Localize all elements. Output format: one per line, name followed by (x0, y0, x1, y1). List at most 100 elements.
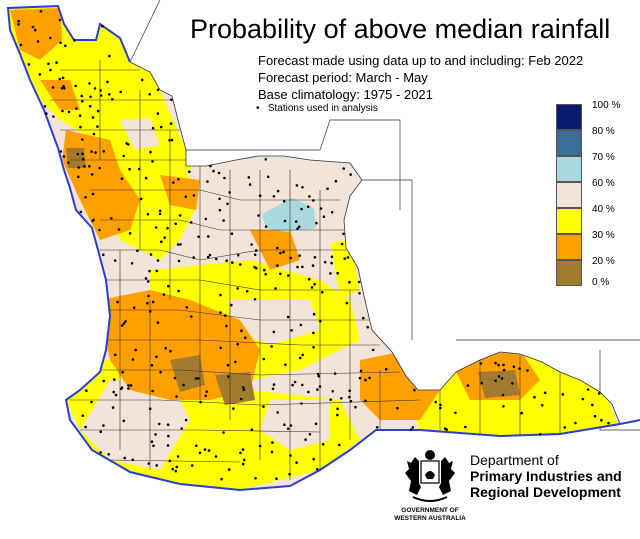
station-dot (296, 227, 299, 231)
station-dot (51, 86, 55, 89)
station-dot (108, 54, 111, 58)
station-dot (58, 18, 62, 22)
station-dot (132, 306, 136, 310)
station-dot (219, 346, 222, 350)
station-dot (218, 197, 221, 201)
station-dot (354, 405, 357, 409)
station-dot (91, 116, 95, 119)
station-dot (77, 166, 80, 169)
station-dot (101, 24, 104, 28)
station-dot (198, 451, 202, 455)
station-dot (62, 155, 66, 158)
station-dot (295, 461, 298, 464)
station-dot (154, 226, 158, 229)
station-dot (293, 380, 297, 384)
station-dot (192, 194, 196, 197)
station-dot (88, 104, 92, 108)
station-dot (349, 399, 353, 403)
station-dot (330, 211, 334, 214)
station-dot (204, 394, 207, 398)
station-dot (207, 449, 211, 452)
station-dot (129, 384, 133, 387)
legend-label: 70 % (592, 152, 615, 163)
station-dot (128, 167, 131, 171)
station-dot (333, 372, 337, 375)
station-dot (313, 282, 316, 286)
station-dot (148, 269, 151, 273)
station-dot (346, 256, 350, 259)
station-dot (96, 109, 100, 113)
station-dot (79, 125, 82, 129)
station-dot (502, 363, 505, 367)
station-dot (591, 403, 594, 407)
zone-70-percent (262, 198, 316, 232)
stations-note-label: Stations used in analysis (267, 103, 378, 114)
station-dot (308, 433, 312, 436)
station-dot (215, 257, 218, 261)
government-line-1: GOVERNMENT OF (401, 507, 459, 514)
station-dot (167, 284, 170, 288)
station-dot (120, 324, 124, 327)
station-dot (177, 259, 181, 263)
station-dot (123, 456, 126, 460)
station-dot (59, 150, 63, 153)
station-dot (138, 167, 141, 171)
station-dot (150, 440, 154, 444)
station-dot (409, 428, 413, 431)
station-dot (117, 228, 121, 231)
station-dot (334, 179, 338, 183)
station-dot (241, 386, 245, 389)
station-dot (170, 138, 174, 142)
station-dot (294, 220, 298, 223)
station-dot (19, 43, 23, 47)
station-dot (329, 272, 332, 275)
station-dot (195, 444, 198, 448)
station-dot (172, 181, 175, 184)
station-dot (597, 392, 601, 395)
station-dot (131, 358, 135, 361)
station-dot (247, 176, 251, 179)
station-dot (155, 355, 158, 359)
station-dot (78, 114, 82, 117)
legend-row: 80 % (556, 126, 626, 156)
station-dot (340, 242, 344, 246)
station-dot (102, 150, 105, 153)
station-dot (88, 82, 91, 85)
station-dot (114, 353, 117, 357)
station-dot (94, 151, 97, 154)
station-dot (312, 346, 315, 349)
station-dot (178, 214, 182, 217)
station-dot (358, 292, 361, 295)
station-dot (174, 222, 177, 226)
station-dot (218, 208, 222, 212)
station-dot (148, 92, 151, 96)
station-dot (236, 287, 239, 290)
station-dot (230, 303, 233, 307)
station-dot (64, 44, 67, 48)
station-dot (237, 253, 240, 257)
department-line-2: Primary Industries and (470, 468, 622, 484)
station-dot (61, 76, 65, 80)
legend-swatch (556, 260, 582, 286)
station-dot (317, 374, 321, 378)
station-dot (574, 421, 577, 425)
station-dot (88, 164, 91, 168)
station-dot (90, 173, 94, 176)
station-dot (219, 293, 222, 297)
station-dot (151, 389, 154, 393)
station-dot (184, 418, 188, 422)
station-dot (156, 321, 160, 324)
station-dot (239, 263, 242, 266)
station-dot (96, 125, 99, 128)
legend-swatch (556, 156, 582, 182)
station-dot (497, 363, 500, 367)
station-dot (176, 455, 180, 458)
station-dot (321, 443, 325, 446)
station-dot (39, 10, 43, 13)
department-name: Department of Primary Industries and Reg… (470, 452, 622, 500)
station-dot (59, 41, 62, 45)
station-dot (184, 195, 188, 198)
station-dot (144, 277, 148, 280)
station-dot (197, 377, 200, 380)
station-dot (128, 232, 132, 235)
